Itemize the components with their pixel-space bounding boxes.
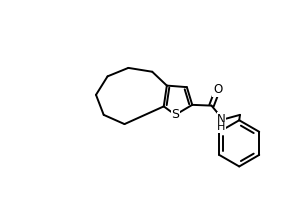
Text: O: O xyxy=(213,83,222,96)
Text: H: H xyxy=(217,122,226,132)
Text: N: N xyxy=(217,113,226,126)
Text: S: S xyxy=(171,108,179,121)
